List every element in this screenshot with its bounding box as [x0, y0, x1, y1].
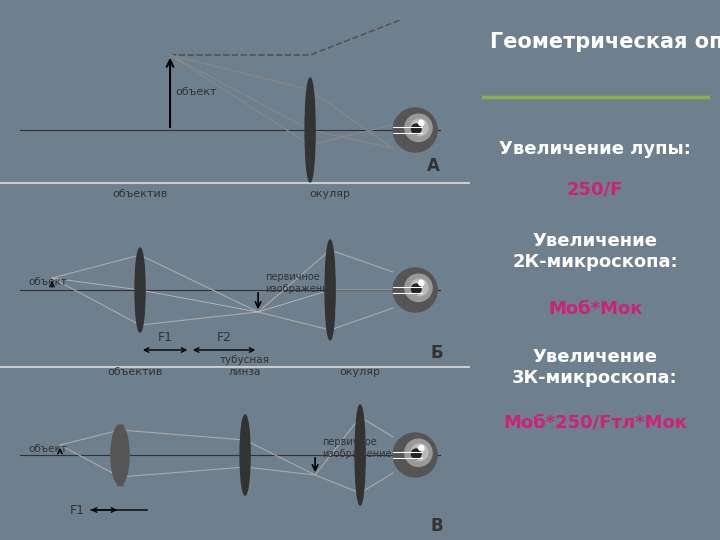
Circle shape: [393, 433, 437, 477]
Text: Моб*Мок: Моб*Мок: [548, 300, 642, 318]
Text: F1: F1: [158, 331, 173, 344]
Circle shape: [418, 280, 424, 286]
Text: Увеличение лупы:: Увеличение лупы:: [499, 140, 691, 158]
Text: объект: объект: [28, 277, 67, 287]
Circle shape: [405, 114, 432, 141]
Text: Геометрическая оптика: Геометрическая оптика: [490, 32, 720, 52]
Text: окуляр: окуляр: [310, 189, 351, 199]
Text: А: А: [427, 157, 440, 175]
Text: Б: Б: [431, 344, 443, 362]
Text: окуляр: окуляр: [340, 367, 381, 377]
Circle shape: [393, 108, 437, 152]
Text: первичное
изображение: первичное изображение: [265, 272, 335, 294]
Circle shape: [411, 124, 421, 134]
Text: 250/F: 250/F: [567, 181, 624, 199]
Text: Увеличение
3К-микроскопа:: Увеличение 3К-микроскопа:: [512, 348, 678, 387]
Text: объектив: объектив: [107, 367, 163, 377]
Text: объект: объект: [28, 444, 67, 454]
Ellipse shape: [325, 240, 335, 340]
Ellipse shape: [240, 415, 250, 495]
Circle shape: [411, 279, 428, 296]
Text: Увеличение
2К-микроскопа:: Увеличение 2К-микроскопа:: [512, 232, 678, 271]
Ellipse shape: [305, 78, 315, 182]
Text: F1: F1: [70, 503, 85, 516]
Text: объектив: объектив: [112, 189, 168, 199]
Ellipse shape: [135, 248, 145, 332]
Text: первичное
изображение: первичное изображение: [322, 437, 392, 458]
Circle shape: [411, 444, 428, 461]
Circle shape: [418, 120, 424, 126]
Text: F2: F2: [217, 331, 232, 344]
Ellipse shape: [111, 425, 129, 485]
Circle shape: [393, 268, 437, 312]
Ellipse shape: [355, 405, 365, 505]
Circle shape: [405, 439, 432, 467]
Text: Моб*250/Fтл*Мок: Моб*250/Fтл*Мок: [503, 413, 687, 431]
Text: В: В: [431, 517, 443, 535]
Circle shape: [411, 449, 421, 459]
Text: тубусная
линза: тубусная линза: [220, 355, 270, 377]
Text: объект: объект: [175, 87, 217, 97]
Circle shape: [418, 446, 424, 450]
Circle shape: [411, 284, 421, 294]
Circle shape: [411, 119, 428, 136]
Circle shape: [405, 274, 432, 301]
